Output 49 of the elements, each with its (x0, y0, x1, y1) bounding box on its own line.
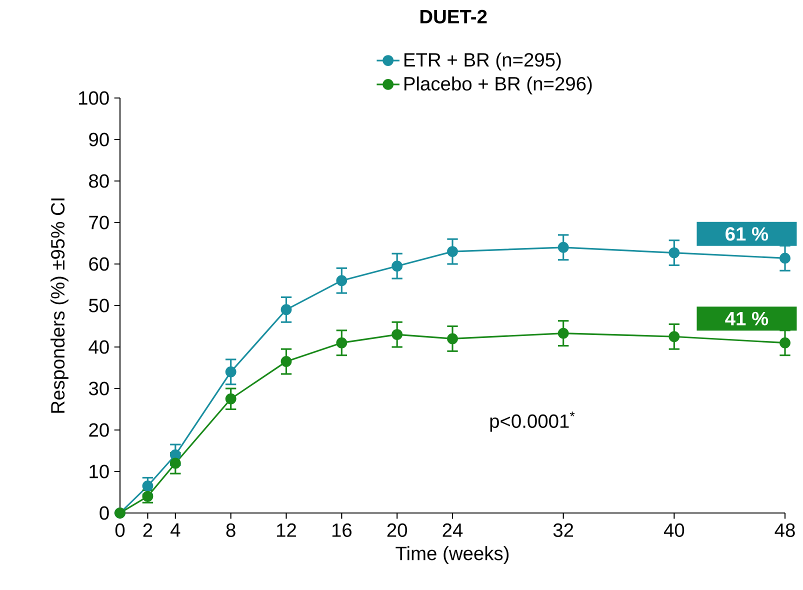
y-tick-label: 50 (89, 298, 109, 312)
point (336, 275, 348, 286)
y-tick-label: 90 (89, 132, 109, 146)
x-tick-label: 8 (226, 523, 236, 537)
point (558, 242, 569, 253)
x-tick-label: 12 (277, 523, 296, 537)
y-tick-label: 60 (89, 257, 109, 271)
x-tick-label: 16 (332, 523, 352, 537)
point (780, 337, 790, 348)
x-tick-label: 48 (774, 523, 795, 537)
x-tick-label: 20 (387, 523, 408, 537)
y-tick-label: 80 (89, 174, 109, 188)
point (558, 328, 569, 339)
y-tick-label: 0 (100, 506, 109, 520)
point (142, 480, 154, 492)
point (280, 304, 292, 316)
x-tick-label: 32 (553, 523, 574, 537)
point (170, 458, 181, 469)
x-tick-label: 40 (664, 523, 684, 537)
x-tick-label: 4 (170, 523, 180, 537)
y-tick-label: 10 (90, 464, 109, 478)
point (280, 356, 292, 367)
y-tick-label: 70 (89, 216, 109, 230)
annotation: 41 % (725, 312, 768, 326)
x-tick-label: 0 (115, 523, 125, 537)
y-tick-label: 40 (88, 340, 109, 354)
chart-title: DUET-2 (420, 10, 487, 24)
x-tick-label: 24 (442, 523, 463, 537)
point (336, 337, 348, 348)
point (225, 366, 236, 378)
point (225, 393, 236, 404)
y-tick-label: 30 (88, 382, 109, 396)
y-axis-title: Responders (%) ±95% CI (50, 198, 68, 413)
y-tick-label: 100 (79, 91, 109, 105)
annotation: p<0.0001$^{*}$ (490, 412, 575, 432)
point (392, 329, 403, 340)
y-tick-label: 20 (89, 423, 109, 437)
x-axis-title: Time (weeks) (396, 546, 509, 564)
point (170, 449, 181, 460)
point (392, 260, 403, 272)
point (668, 331, 680, 342)
legend-label: Placebo + BR (n=296) (404, 76, 592, 94)
annotation: 61 % (726, 227, 768, 241)
point (780, 252, 790, 264)
point (447, 246, 458, 258)
legend-label: ETR + BR (n=295) (404, 52, 561, 70)
x-tick-label: 2 (143, 523, 152, 537)
point (447, 333, 458, 344)
point (668, 247, 680, 258)
